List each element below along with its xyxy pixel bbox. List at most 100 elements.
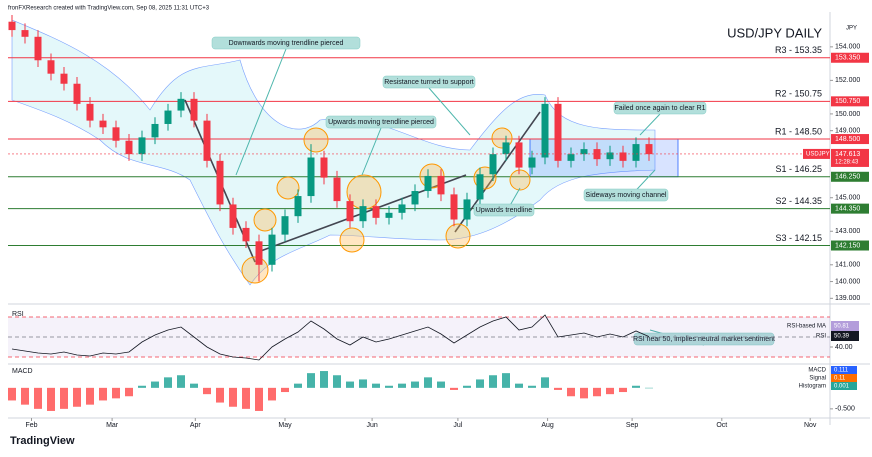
x-tick-label: Oct [716, 422, 727, 429]
macd-name: MACD [12, 368, 33, 375]
y-tick-label: 150.000 [835, 111, 860, 118]
macd-legend-box [831, 382, 857, 390]
candle-body [151, 123, 159, 138]
level-label: S3 - 142.15 [775, 233, 822, 243]
price-tag-box [831, 148, 869, 167]
x-tick-label: Feb [25, 422, 37, 429]
macd-histogram-bar [437, 381, 445, 388]
candle-body [294, 196, 302, 217]
highlight-circle [339, 227, 365, 253]
macd-histogram-bar [151, 381, 159, 388]
macd-histogram-bar [112, 387, 120, 399]
candle-body [411, 191, 419, 205]
candle-body [554, 103, 562, 161]
x-tick-label: Jun [366, 422, 377, 429]
candle-body [606, 152, 614, 160]
macd-histogram-bar [255, 387, 263, 411]
candle-body [580, 149, 588, 155]
candle-body [177, 98, 185, 111]
price-tag: 147.613 [835, 151, 860, 158]
macd-histogram-bar [190, 383, 198, 388]
level-tag: 153.350 [835, 55, 860, 62]
highlight-circle [303, 127, 329, 153]
highlight-circle [509, 169, 531, 191]
level-label: R3 - 153.35 [775, 45, 822, 55]
macd-histogram-bar [125, 387, 133, 397]
candle-body [463, 199, 471, 220]
level-tag-box [831, 240, 869, 251]
candle-body [372, 206, 380, 218]
macd-histogram-bar [567, 387, 575, 397]
candle-body [138, 137, 146, 155]
macd-y-tick-label: -0.500 [835, 406, 855, 413]
candle-body [333, 177, 341, 202]
highlight-circle [253, 208, 277, 232]
rsi-line [11, 314, 650, 361]
candle-body [502, 142, 510, 155]
rsi-legend-name: RSI [816, 334, 826, 340]
macd-legend-box [831, 366, 857, 374]
candle-body [307, 157, 315, 197]
macd-histogram-bar [528, 385, 536, 388]
candle-body [567, 154, 575, 161]
macd-histogram-bar [593, 387, 601, 397]
candle-body [229, 204, 237, 228]
macd-histogram-bar [138, 385, 146, 388]
symbol-tag: USDJPY [806, 152, 830, 158]
candle-body [437, 175, 445, 195]
y-tick-label: 141.000 [835, 262, 860, 269]
x-tick-label: Sep [626, 422, 639, 429]
level-tag: 146.250 [835, 174, 860, 181]
macd-histogram-bar [450, 387, 458, 390]
macd-histogram-bar [411, 381, 419, 388]
brand-logo: TradingView [10, 435, 75, 447]
macd-histogram-bar [515, 383, 523, 388]
rsi-legend-box [831, 331, 859, 341]
macd-histogram-bar [86, 387, 94, 405]
candle-body [320, 157, 328, 178]
y-tick-label: 139.000 [835, 295, 860, 302]
level-label: S1 - 146.25 [775, 164, 822, 174]
macd-histogram-bar [476, 379, 484, 388]
header-caption: fronFXResearch created with TradingView.… [8, 6, 210, 12]
macd-histogram-bar [424, 377, 432, 388]
candle-body [398, 204, 406, 213]
candle-body [619, 152, 627, 161]
rsi-legend-name: RSI-based MA [787, 324, 826, 330]
annotation-box [211, 36, 361, 50]
x-tick-label: May [278, 422, 292, 429]
annotation-pointer [235, 48, 287, 176]
annotation: RSI near 50, implies neutral market sent… [633, 336, 775, 343]
candle-body [346, 201, 354, 222]
highlight-circle [445, 223, 471, 249]
candle-body [385, 212, 393, 218]
macd-histogram-bar [320, 371, 328, 388]
candle-body [21, 30, 29, 37]
macd-histogram-bar [372, 383, 380, 388]
macd-histogram-bar [203, 387, 211, 395]
level-tag-box [831, 134, 869, 145]
candle-body [99, 120, 107, 128]
candle-body [73, 83, 81, 104]
macd-histogram-bar [385, 385, 393, 388]
candle-body [125, 140, 133, 155]
macd-histogram-bar [580, 387, 588, 399]
level-tag-box [831, 52, 869, 63]
level-tag-box [831, 96, 869, 107]
candle-body [164, 110, 172, 124]
macd-histogram-bar [398, 383, 406, 388]
y-tick-label: 143.000 [835, 228, 860, 235]
annotation-pointer [428, 87, 471, 136]
rsi-y-tick-label: 40.00 [835, 344, 853, 351]
macd-histogram-bar [463, 385, 471, 388]
candle-body [203, 120, 211, 161]
macd-legend-name: Signal [809, 376, 826, 382]
sideways-channel [529, 138, 679, 178]
macd-histogram-bar [632, 385, 640, 388]
rsi-name: RSI [12, 311, 24, 318]
candle-body [86, 103, 94, 121]
countdown: 12:28:43 [835, 160, 859, 166]
candle-body [281, 216, 289, 235]
level-tag: 150.750 [835, 98, 860, 105]
